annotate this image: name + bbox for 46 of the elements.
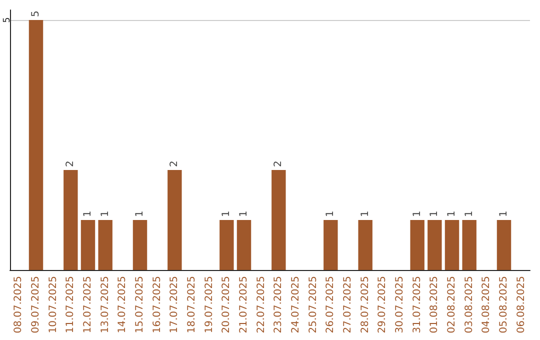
x-tick-label: 06.08.2025 xyxy=(516,276,527,334)
data-label: 1 xyxy=(221,210,232,217)
data-label: 1 xyxy=(134,210,146,217)
data-label: 1 xyxy=(429,210,440,217)
data-label: 1 xyxy=(446,210,458,217)
x-tick-label: 29.07.2025 xyxy=(377,276,388,334)
x-tick-label: 30.07.2025 xyxy=(394,276,406,334)
x-tick-label: 01.08.2025 xyxy=(429,276,440,334)
x-tick-label: 15.07.2025 xyxy=(134,276,146,334)
x-tick-label: 26.07.2025 xyxy=(325,276,336,334)
data-label: 5 xyxy=(30,10,42,17)
data-label: 1 xyxy=(498,210,510,217)
x-tick-label: 08.07.2025 xyxy=(13,276,24,334)
x-tick-label: 23.07.2025 xyxy=(273,276,284,334)
data-label: 1 xyxy=(100,210,111,217)
data-label: 2 xyxy=(169,160,180,167)
x-tick-label: 25.07.2025 xyxy=(308,276,319,334)
x-tick-label: 18.07.2025 xyxy=(186,276,198,334)
data-label: 2 xyxy=(273,160,284,167)
x-tick-label: 27.07.2025 xyxy=(342,276,354,334)
data-label: 1 xyxy=(82,210,94,217)
x-tick-label: 03.08.2025 xyxy=(464,276,475,334)
x-tick-label: 09.07.2025 xyxy=(30,276,42,334)
x-tick-label: 20.07.2025 xyxy=(221,276,232,334)
x-tick-label: 14.07.2025 xyxy=(117,276,128,334)
data-label: 2 xyxy=(65,160,76,167)
x-tick-label: 28.07.2025 xyxy=(360,276,371,334)
x-tick-label: 16.07.2025 xyxy=(152,276,163,334)
data-label: 1 xyxy=(238,210,250,217)
x-tick-label: 02.08.2025 xyxy=(446,276,458,334)
x-tick-label: 11.07.2025 xyxy=(65,276,76,334)
x-tick-label: 21.07.2025 xyxy=(238,276,250,334)
data-label: 1 xyxy=(325,210,336,217)
x-tick-label: 05.08.2025 xyxy=(498,276,510,334)
data-label: 1 xyxy=(412,210,423,217)
data-label: 1 xyxy=(464,210,475,217)
data-label: 1 xyxy=(360,210,371,217)
x-tick-label: 12.07.2025 xyxy=(82,276,94,334)
x-tick-label: 19.07.2025 xyxy=(204,276,215,334)
x-tick-label: 24.07.2025 xyxy=(290,276,302,334)
x-tick-label: 13.07.2025 xyxy=(100,276,111,334)
x-tick-label: 04.08.2025 xyxy=(481,276,492,334)
x-tick-label: 17.07.2025 xyxy=(169,276,180,334)
x-tick-label: 22.07.2025 xyxy=(256,276,267,334)
x-tick-label: 10.07.2025 xyxy=(48,276,59,334)
x-tick-label: 31.07.2025 xyxy=(412,276,423,334)
